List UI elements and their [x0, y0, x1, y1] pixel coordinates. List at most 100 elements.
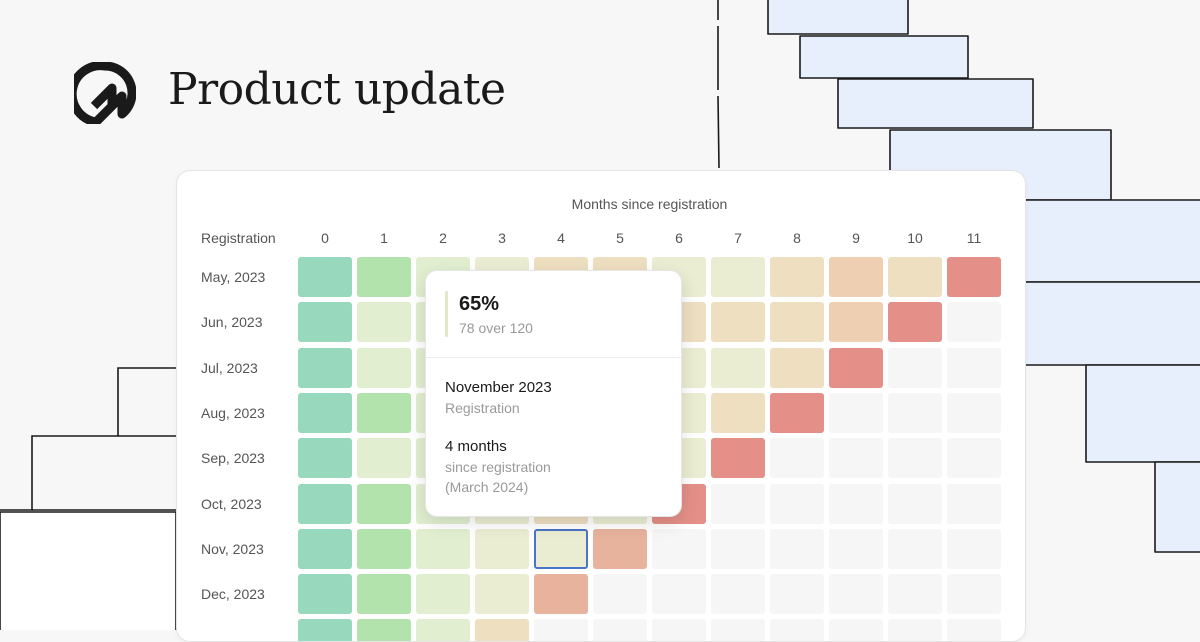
heatmap-cell[interactable] — [829, 302, 883, 343]
heatmap-cell[interactable] — [711, 483, 765, 524]
heatmap-cell[interactable] — [829, 528, 883, 569]
heatmap-cell[interactable] — [888, 528, 942, 569]
heatmap-cell[interactable] — [770, 619, 824, 641]
heatmap-cell[interactable] — [947, 392, 1001, 433]
heatmap-cell[interactable] — [298, 392, 352, 433]
heatmap-cell[interactable] — [357, 302, 411, 343]
heatmap-cell[interactable] — [652, 528, 706, 569]
column-header: 6 — [675, 230, 683, 246]
heatmap-cell[interactable] — [888, 574, 942, 615]
heatmap-cell[interactable] — [711, 257, 765, 297]
heatmap-cell[interactable] — [298, 302, 352, 343]
heatmap-cell[interactable] — [711, 619, 765, 641]
heatmap-cell[interactable] — [593, 619, 647, 641]
heatmap-cell[interactable] — [770, 438, 824, 479]
heatmap-cell[interactable] — [888, 483, 942, 524]
row-header: Jun, 2023 — [201, 314, 263, 331]
heatmap-cell[interactable] — [947, 302, 1001, 343]
heatmap-cell[interactable] — [593, 528, 647, 569]
column-header: 9 — [852, 230, 860, 246]
heatmap-cell[interactable] — [770, 302, 824, 343]
tooltip-months-value: 4 months — [445, 438, 507, 455]
row-header: Sep, 2023 — [201, 450, 265, 467]
heatmap-cell[interactable] — [888, 347, 942, 388]
heatmap-cell[interactable] — [947, 483, 1001, 524]
heatmap-cell[interactable] — [416, 528, 470, 569]
heatmap-cell[interactable] — [711, 347, 765, 388]
heatmap-cell[interactable] — [534, 574, 588, 615]
heatmap-cell[interactable] — [357, 347, 411, 388]
heatmap-cell[interactable] — [416, 574, 470, 615]
tooltip-months-label: since registration — [445, 459, 551, 475]
tooltip-registration-value: November 2023 — [445, 379, 552, 396]
page-title: Product update — [168, 64, 506, 115]
tooltip-registration-label: Registration — [445, 400, 520, 416]
tooltip-detail: 78 over 120 — [459, 320, 533, 336]
heatmap-cell[interactable] — [357, 528, 411, 569]
heatmap-cell[interactable] — [298, 528, 352, 569]
heatmap-cell[interactable] — [357, 574, 411, 615]
heatmap-cell[interactable] — [416, 619, 470, 641]
heatmap-cell[interactable] — [888, 257, 942, 297]
heatmap-cell[interactable] — [475, 574, 529, 615]
heatmap-cell[interactable] — [829, 619, 883, 641]
heatmap-cell[interactable] — [711, 392, 765, 433]
heatmap-cell[interactable] — [829, 257, 883, 297]
column-header: 5 — [616, 230, 624, 246]
column-header: 1 — [380, 230, 388, 246]
heatmap-cell[interactable] — [298, 619, 352, 641]
heatmap-cell[interactable] — [947, 438, 1001, 479]
heatmap-cell[interactable] — [947, 257, 1001, 297]
heatmap-cell[interactable] — [298, 483, 352, 524]
heatmap-cell[interactable] — [593, 574, 647, 615]
heatmap-cell[interactable] — [357, 619, 411, 641]
heatmap-cell[interactable] — [298, 574, 352, 615]
heatmap-cell[interactable] — [298, 347, 352, 388]
row-header: Dec, 2023 — [201, 586, 265, 603]
heatmap-cell[interactable] — [829, 347, 883, 388]
row-header: Oct, 2023 — [201, 495, 262, 512]
heatmap-cell[interactable] — [947, 347, 1001, 388]
heatmap-cell[interactable] — [711, 438, 765, 479]
heatmap-cell[interactable] — [770, 483, 824, 524]
heatmap-cell[interactable] — [357, 483, 411, 524]
heatmap-cell[interactable] — [829, 574, 883, 615]
heatmap-cell[interactable] — [829, 438, 883, 479]
row-header: Jul, 2023 — [201, 359, 258, 376]
heatmap-cell[interactable] — [829, 392, 883, 433]
heatmap-cell[interactable] — [475, 619, 529, 641]
column-header: 7 — [734, 230, 742, 246]
x-axis-title: Months since registration — [571, 196, 728, 212]
heatmap-cell[interactable] — [888, 619, 942, 641]
heatmap-cell[interactable] — [475, 528, 529, 569]
heatmap-cell[interactable] — [770, 257, 824, 297]
heatmap-cell[interactable] — [652, 574, 706, 615]
heatmap-cell[interactable] — [357, 392, 411, 433]
heatmap-cell[interactable] — [711, 574, 765, 615]
heatmap-cell[interactable] — [357, 257, 411, 297]
heatmap-cell[interactable] — [770, 528, 824, 569]
heatmap-cell-selected[interactable] — [534, 528, 588, 569]
heatmap-cell[interactable] — [888, 438, 942, 479]
heatmap-cell[interactable] — [770, 347, 824, 388]
cell-tooltip: 65% 78 over 120 November 2023 Registrati… — [425, 270, 682, 517]
heatmap-cell[interactable] — [888, 392, 942, 433]
heatmap-cell[interactable] — [711, 302, 765, 343]
heatmap-cell[interactable] — [770, 392, 824, 433]
heatmap-cell[interactable] — [888, 302, 942, 343]
column-header: 4 — [557, 230, 565, 246]
row-header: May, 2023 — [201, 269, 266, 285]
heatmap-cell[interactable] — [298, 257, 352, 297]
column-header: 8 — [793, 230, 801, 246]
heatmap-cell[interactable] — [947, 619, 1001, 641]
heatmap-cell[interactable] — [770, 574, 824, 615]
heatmap-cell[interactable] — [947, 574, 1001, 615]
heatmap-cell[interactable] — [534, 619, 588, 641]
heatmap-cell[interactable] — [829, 483, 883, 524]
heatmap-cell[interactable] — [947, 528, 1001, 569]
heatmap-cell[interactable] — [357, 438, 411, 479]
heatmap-cell[interactable] — [711, 528, 765, 569]
row-header: Nov, 2023 — [201, 540, 264, 557]
heatmap-cell[interactable] — [652, 619, 706, 641]
heatmap-cell[interactable] — [298, 438, 352, 479]
